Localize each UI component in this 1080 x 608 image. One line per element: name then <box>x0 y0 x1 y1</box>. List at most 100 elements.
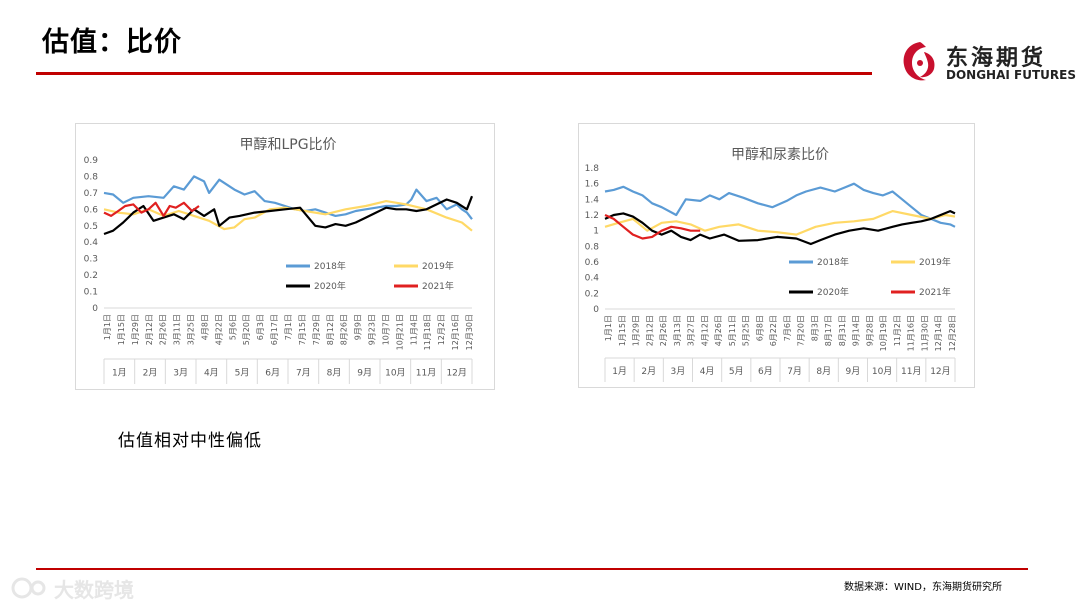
chart-methanol-urea: 甲醇和尿素比价 0 0.2 0.4 0.6 0.8 1 1.2 1.4 1.6 1.8 1月1日 1月1… <box>578 123 975 388</box>
title-divider <box>36 72 872 75</box>
chart2-x-tick-label: 12月14日 <box>934 315 943 351</box>
chart1-legend-label: 2019年 <box>422 260 454 272</box>
chart2-month-label: 9月 <box>846 366 861 377</box>
chart2-x-tick-label: 1月1日 <box>604 315 613 341</box>
chart1-x-tick-label: 8月12日 <box>326 314 335 345</box>
chart2-x-tick-label: 9月14日 <box>852 315 861 346</box>
chart2-x-tick-label: 12月28日 <box>948 315 957 351</box>
chart2-x-tick-label: 6月22日 <box>769 315 778 346</box>
watermark: 大数跨境 <box>10 574 150 604</box>
chart1-x-tick-label: 1月29日 <box>131 314 140 345</box>
chart1-y-tick-label: 0.3 <box>84 255 98 265</box>
chart1-month-label: 11月 <box>416 368 436 379</box>
chart2-x-tick-label: 2月26日 <box>659 315 668 346</box>
chart1-month-label: 5月 <box>235 368 250 379</box>
chart2-x-tick-label: 3月13日 <box>673 315 682 346</box>
chart1-x-tick-label: 11月4日 <box>409 314 418 345</box>
chart2-x-tick-label: 6月8日 <box>755 315 764 341</box>
chart1-x-tick-label: 12月16日 <box>451 314 460 350</box>
chart1-month-label: 4月 <box>204 368 219 379</box>
chart2-month-label: 7月 <box>787 366 802 377</box>
chart1-x-tick-label: 7月1日 <box>284 314 293 340</box>
chart2-x-tick-label: 11月16日 <box>907 315 916 351</box>
logo-text-en: DONGHAI FUTURES <box>946 68 1076 82</box>
chart2-month-label: 11月 <box>901 366 921 377</box>
chart2-series-2021年 <box>604 213 701 240</box>
chart2-month-label: 8月 <box>816 366 831 377</box>
chart2-x-tick-label: 8月3日 <box>810 315 819 341</box>
chart2-legend-label: 2019年 <box>919 256 951 268</box>
chart1-month-label: 1月 <box>112 368 127 379</box>
chart2-month-label: 5月 <box>729 366 744 377</box>
chart2-y-tick-label: 0.2 <box>585 289 599 299</box>
chart1-legend-label: 2018年 <box>314 260 346 272</box>
chart2-x-tick-label: 10月19日 <box>879 315 888 351</box>
chart2-legend-label: 2021年 <box>919 286 951 298</box>
chart1-month-label: 10月 <box>385 368 405 379</box>
chart1-month-label: 6月 <box>265 368 280 379</box>
chart2-x-tick-label: 4月26日 <box>714 315 723 346</box>
chart1-y-tick-label: 0.8 <box>84 172 99 182</box>
chart1-x-tick-label: 5月6日 <box>228 314 237 340</box>
chart2-x-tick-label: 5月11日 <box>728 315 737 346</box>
chart-methanol-lpg: 甲醇和LPG比价 0 0.1 0.2 0.3 0.4 0.5 0.6 0.7 0.8 0.9 1月1日… <box>75 123 495 390</box>
chart1-month-label: 7月 <box>296 368 311 379</box>
chart2-x-tick-label: 4月12日 <box>700 315 709 346</box>
chart2-y-tick-label: 1.4 <box>585 195 600 205</box>
chart1-x-tick-label: 6月3日 <box>256 314 265 340</box>
chart2-x-tick-label: 9月28日 <box>865 315 874 346</box>
chart1-x-tick-label: 6月17日 <box>270 314 279 345</box>
watermark-text: 大数跨境 <box>54 578 134 602</box>
data-source: 数据来源：WIND，东海期货研究所 <box>843 582 1002 593</box>
chart2-month-label: 10月 <box>872 366 892 377</box>
chart2-y-tick-label: 0 <box>593 305 599 315</box>
chart2-x-tick-label: 1月15日 <box>618 315 627 346</box>
chart1-x-tick-label: 2月26日 <box>159 314 168 345</box>
chart1-y-tick-label: 0.5 <box>84 222 98 232</box>
chart2-x-tick-label: 1月29日 <box>632 315 641 346</box>
valuation-note: 估值相对中性偏低 <box>118 431 262 451</box>
chart1-y-tick-label: 0 <box>92 304 98 314</box>
chart2-x-tick-label: 3月27日 <box>687 315 696 346</box>
watermark-icon <box>11 577 46 599</box>
chart1-x-tick-label: 12月30日 <box>465 314 474 350</box>
chart1-x-tick-label: 5月20日 <box>242 314 251 345</box>
chart1-x-tick-label: 9月9日 <box>354 314 363 340</box>
chart2-legend-label: 2018年 <box>817 256 849 268</box>
chart-methanol-lpg-svg: 甲醇和LPG比价 0 0.1 0.2 0.3 0.4 0.5 0.6 0.7 0.8 0.9 1月1日… <box>84 136 474 384</box>
chart1-x-tick-label: 1月1日 <box>103 314 112 340</box>
chart1-x-tick-label: 8月26日 <box>340 314 349 345</box>
chart2-month-label: 2月 <box>641 366 656 377</box>
chart2-legend-label: 2020年 <box>817 286 849 298</box>
chart2-x-tick-label: 5月25日 <box>742 315 751 346</box>
chart2-series-2019年 <box>604 209 956 236</box>
chart1-x-tick-label: 3月25日 <box>187 314 196 345</box>
chart2-x-tick-label: 7月6日 <box>783 315 792 341</box>
chart1-x-tick-label: 3月11日 <box>173 314 182 345</box>
chart1-x-tick-label: 10月21日 <box>395 314 404 350</box>
chart2-x-tick-label: 8月17日 <box>824 315 833 346</box>
chart2-y-tick-label: 1 <box>593 227 599 237</box>
company-logo: 东海期货 DONGHAI FUTURES <box>898 38 1076 88</box>
page-title: 估值：比价 <box>42 27 182 58</box>
chart1-series-2019年 <box>103 199 473 232</box>
chart2-x-tick-label: 11月30日 <box>920 315 929 351</box>
chart1-x-tick-label: 1月15日 <box>117 314 126 345</box>
chart2-month-label: 1月 <box>612 366 627 377</box>
chart1-x-tick-label: 7月15日 <box>298 314 307 345</box>
chart1-series-2021年 <box>103 201 200 218</box>
chart1-x-tick-label: 4月22日 <box>214 314 223 345</box>
chart1-x-tick-label: 2月12日 <box>145 314 154 345</box>
chart2-y-tick-label: 1.8 <box>585 164 600 174</box>
chart2-y-tick-label: 0.8 <box>585 242 600 252</box>
chart1-y-tick-label: 0.6 <box>84 205 99 215</box>
chart2-month-label: 3月 <box>671 366 686 377</box>
chart1-title: 甲醇和LPG比价 <box>239 136 336 153</box>
chart1-y-tick-label: 0.1 <box>84 288 98 298</box>
chart2-series-2018年 <box>604 182 956 228</box>
chart1-x-tick-label: 7月29日 <box>312 314 321 345</box>
chart2-x-tick-label: 11月2日 <box>893 315 902 346</box>
logo-mark-icon <box>903 42 935 81</box>
chart1-month-label: 9月 <box>357 368 372 379</box>
chart2-y-tick-label: 1.2 <box>585 211 599 221</box>
